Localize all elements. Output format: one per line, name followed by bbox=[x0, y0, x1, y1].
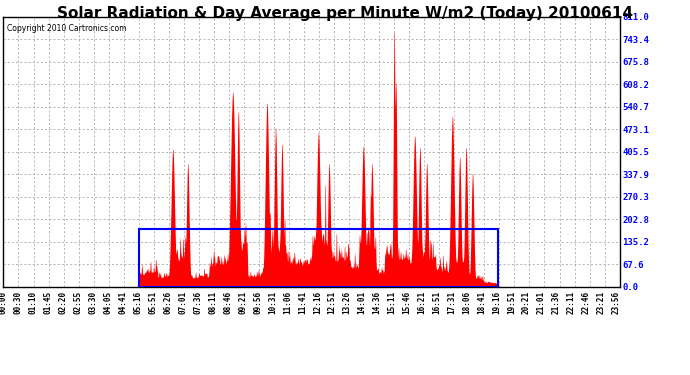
Text: 08:11: 08:11 bbox=[208, 291, 217, 314]
Text: 18:41: 18:41 bbox=[477, 291, 486, 314]
Text: 09:56: 09:56 bbox=[253, 291, 262, 314]
Text: 23:56: 23:56 bbox=[611, 291, 621, 314]
Text: 01:45: 01:45 bbox=[43, 291, 52, 314]
Text: 12:16: 12:16 bbox=[313, 291, 322, 314]
Text: 14:36: 14:36 bbox=[373, 291, 382, 314]
Text: 04:05: 04:05 bbox=[104, 291, 112, 314]
Text: 12:51: 12:51 bbox=[328, 291, 337, 314]
Text: 18:06: 18:06 bbox=[462, 291, 471, 314]
Text: 11:41: 11:41 bbox=[298, 291, 307, 314]
Text: 22:11: 22:11 bbox=[567, 291, 576, 314]
Text: 10:31: 10:31 bbox=[268, 291, 277, 314]
Text: 08:46: 08:46 bbox=[223, 291, 232, 314]
Text: 00:00: 00:00 bbox=[0, 291, 8, 314]
Text: 07:36: 07:36 bbox=[193, 291, 202, 314]
Text: 22:46: 22:46 bbox=[582, 291, 591, 314]
Text: 11:06: 11:06 bbox=[283, 291, 292, 314]
Bar bbox=[139, 229, 498, 287]
Text: 06:26: 06:26 bbox=[164, 291, 172, 314]
Text: 14:01: 14:01 bbox=[357, 291, 366, 314]
Text: 19:51: 19:51 bbox=[507, 291, 516, 314]
Text: 13:26: 13:26 bbox=[343, 291, 352, 314]
Text: 15:46: 15:46 bbox=[402, 291, 411, 314]
Text: 16:51: 16:51 bbox=[433, 291, 442, 314]
Text: 16:21: 16:21 bbox=[417, 291, 426, 314]
Text: 21:36: 21:36 bbox=[552, 291, 561, 314]
Text: 02:55: 02:55 bbox=[74, 291, 83, 314]
Text: 20:21: 20:21 bbox=[522, 291, 531, 314]
Text: 04:41: 04:41 bbox=[119, 291, 128, 314]
Text: 01:10: 01:10 bbox=[29, 291, 38, 314]
Text: 02:20: 02:20 bbox=[59, 291, 68, 314]
Text: 23:21: 23:21 bbox=[597, 291, 606, 314]
Text: Copyright 2010 Cartronics.com: Copyright 2010 Cartronics.com bbox=[6, 24, 126, 33]
Text: 05:51: 05:51 bbox=[148, 291, 157, 314]
Text: 15:11: 15:11 bbox=[388, 291, 397, 314]
Text: 19:16: 19:16 bbox=[492, 291, 501, 314]
Text: 00:30: 00:30 bbox=[14, 291, 23, 314]
Text: 09:21: 09:21 bbox=[238, 291, 247, 314]
Text: 07:01: 07:01 bbox=[178, 291, 187, 314]
Text: Solar Radiation & Day Average per Minute W/m2 (Today) 20100614: Solar Radiation & Day Average per Minute… bbox=[57, 6, 633, 21]
Text: 21:01: 21:01 bbox=[537, 291, 546, 314]
Text: 03:30: 03:30 bbox=[88, 291, 97, 314]
Text: 17:31: 17:31 bbox=[447, 291, 456, 314]
Text: 05:16: 05:16 bbox=[133, 291, 142, 314]
